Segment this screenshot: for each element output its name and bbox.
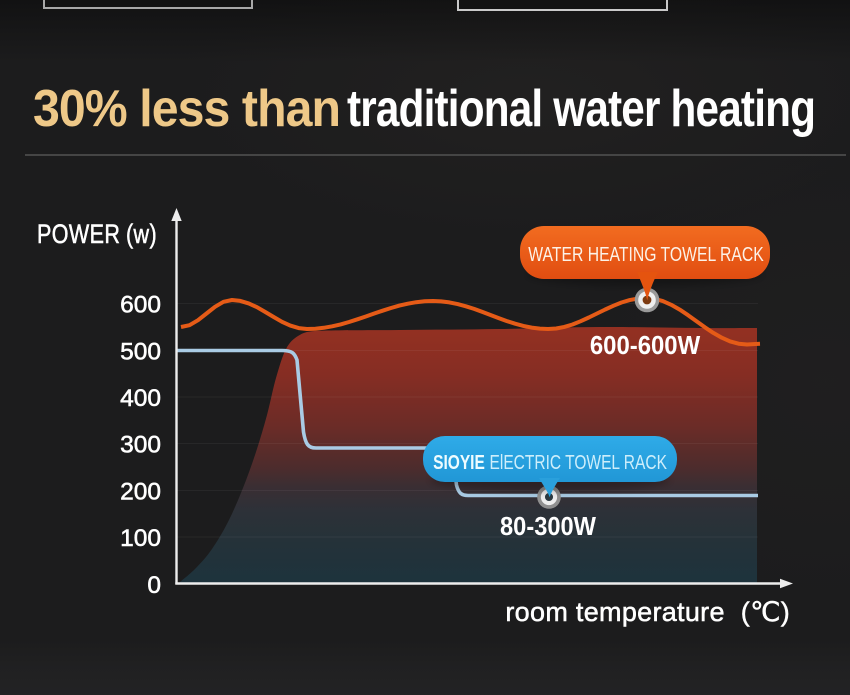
svg-text:600: 600 bbox=[120, 292, 161, 319]
svg-text:room temperature(℃): room temperature (℃) bbox=[505, 597, 790, 627]
svg-text:WATER HEATING TOWEL RACK: WATER HEATING TOWEL RACK bbox=[528, 242, 763, 266]
svg-text:300: 300 bbox=[120, 432, 161, 459]
svg-text:100: 100 bbox=[120, 525, 161, 552]
svg-text:traditional water heating: traditional water heating bbox=[347, 80, 815, 138]
svg-text:80-300W: 80-300W bbox=[500, 513, 596, 541]
svg-text:0: 0 bbox=[147, 572, 161, 599]
svg-text:400: 400 bbox=[120, 385, 161, 412]
svg-text:200: 200 bbox=[120, 479, 161, 506]
svg-text:POWER(w): POWER (w) bbox=[37, 220, 157, 250]
svg-text:500: 500 bbox=[120, 339, 161, 366]
svg-text:30% less than: 30% less than bbox=[33, 79, 340, 137]
svg-text:600-600W: 600-600W bbox=[590, 331, 701, 360]
